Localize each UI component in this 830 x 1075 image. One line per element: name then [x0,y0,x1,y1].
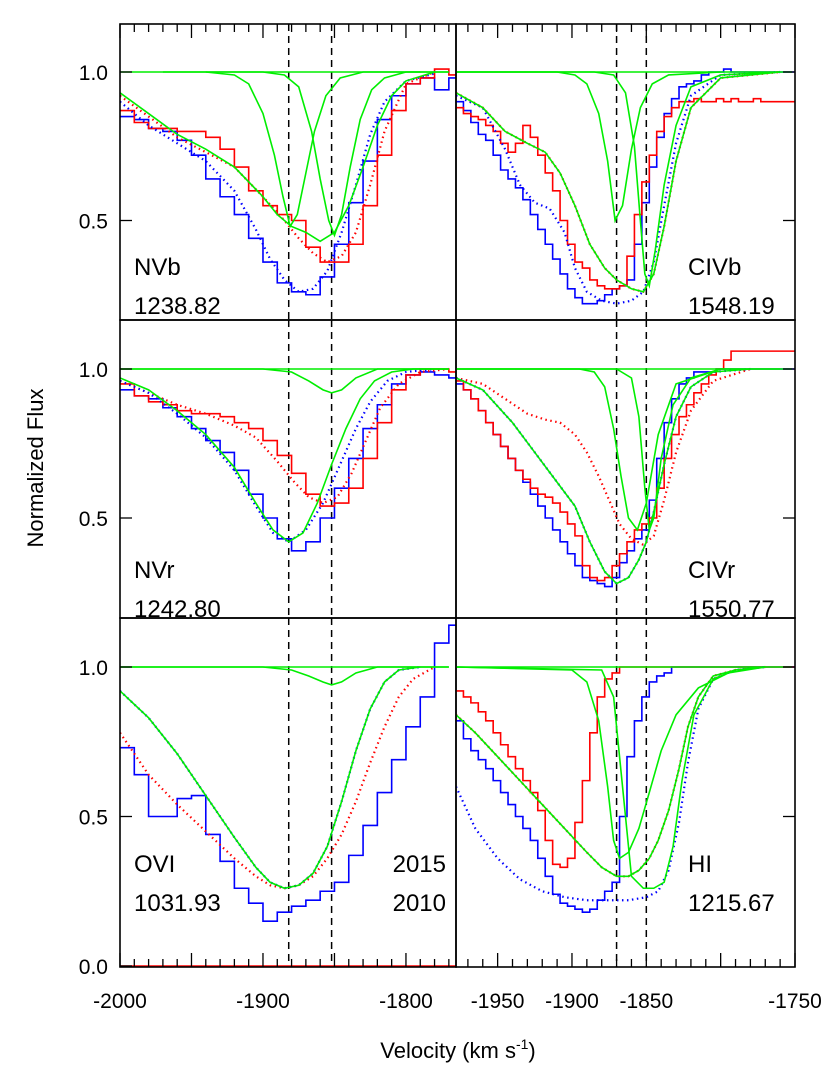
plot-area [456,320,795,618]
series-component-2 [205,71,449,238]
ion-label: OVI [134,851,175,878]
panel-civb: CIVb 1548.19 [455,23,796,321]
panel-nvr: 1.0 0.5 NVr 1242.80 [79,319,457,623]
wavelength-label: 1215.67 [688,890,775,917]
x-tick-label: -1900 [236,990,290,1013]
y-tick-label: 0.5 [79,508,108,531]
series-model [456,666,766,878]
ion-label: NVr [134,557,174,584]
series-component-1 [120,368,449,394]
legend-label-2010: 2010 [393,890,446,917]
wavelength-label: 1242.80 [134,596,221,623]
panels: 1.0 0.5 NVb 1238.82 CIVb 1548.19 1.0 0.5 NVr 1242… [79,23,822,1013]
plot-area [456,24,795,320]
wavelength-label: 1550.77 [688,596,775,623]
legend-label-2015: 2015 [393,851,446,878]
series-2015 [456,666,795,913]
series-2015-model [456,665,766,902]
ion-label: NVb [134,254,181,281]
series-component-1 [120,666,449,686]
series-model [456,71,781,293]
wavelength-label: 1031.93 [134,890,221,917]
series-2010-model [456,367,751,547]
x-tick-label: -1850 [619,990,673,1013]
y-tick-label: 1.0 [79,359,108,382]
plot-area [120,24,456,320]
panel-hi: -1950 -1900 -1850 -1750 HI 1215.67 [455,617,822,1013]
series-2010 [120,368,456,507]
x-axis-label-sup: -1 [516,1036,529,1052]
panel-ovi: 1.0 0.5 0.0 -2000 -1900 -1800 OVI 1031.93 2015 20… [79,617,457,1013]
panel-frame [455,617,796,968]
y-tick-label: 1.0 [79,62,108,85]
series-component-2 [456,666,766,890]
series-component-1 [162,71,421,229]
series-2015 [120,624,456,922]
series-2010 [120,68,456,263]
series-model [120,666,421,890]
ion-label: CIVr [688,557,735,584]
series-component-2 [456,71,781,289]
plot-area [120,618,456,967]
y-tick-label: 0.5 [79,807,108,830]
series-2015-model [456,70,781,305]
wavelength-label: 1238.82 [134,293,221,320]
plot-area [456,618,795,967]
y-tick-label: 0.0 [79,956,108,979]
y-tick-label: 1.0 [79,657,108,680]
panel-nvb: 1.0 0.5 NVb 1238.82 [79,23,457,321]
x-axis-label: Velocity (km s-1) [380,1036,535,1063]
x-tick-label: -1950 [471,990,525,1013]
x-axis-label-close: ) [528,1038,535,1063]
series-model [456,368,751,585]
series-2010-model [456,665,766,878]
y-axis-label: Normalized Flux [23,389,48,548]
x-tick-label: -1800 [379,990,433,1013]
series-model [120,71,435,243]
x-tick-label: -2000 [93,990,147,1013]
series-2010 [456,97,795,290]
y-tick-label: 0.5 [79,211,108,234]
panel-frame [455,23,796,321]
wavelength-label: 1548.19 [688,293,775,320]
ion-label: HI [688,851,712,878]
series-2015-model [456,367,751,585]
series-component-1 [456,368,721,532]
series-model [120,368,449,543]
panel-civr: CIVr 1550.77 [455,319,796,623]
x-axis-label-main: Velocity (km s [380,1038,516,1063]
series-component-1 [456,71,721,224]
series-2010 [456,350,795,582]
x-tick-label: -1900 [545,990,599,1013]
plot-area [120,320,456,618]
series-component-2 [456,368,781,531]
ion-label: CIVb [688,254,741,281]
panel-frame [455,319,796,619]
x-tick-label: -1750 [768,990,822,1013]
